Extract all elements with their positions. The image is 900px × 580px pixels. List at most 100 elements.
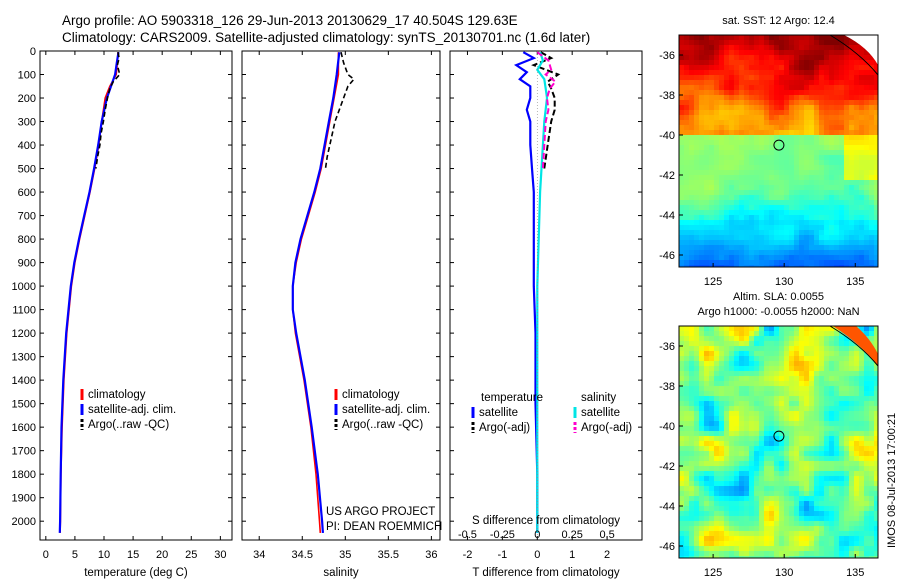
map-cell <box>809 230 814 235</box>
map-cell <box>794 331 799 336</box>
map-cell <box>754 331 759 336</box>
map-cell <box>784 120 789 125</box>
map-cell <box>864 245 869 250</box>
map-cell <box>749 526 754 531</box>
map-cell <box>849 396 854 401</box>
map-cell <box>794 125 799 130</box>
map-cell <box>769 506 774 511</box>
map-cell <box>719 260 724 265</box>
map-cell <box>684 411 689 416</box>
map-cell <box>844 511 849 516</box>
map-cell <box>729 401 734 406</box>
map-cell <box>869 120 874 125</box>
map-cell <box>774 436 779 441</box>
map-cell <box>809 471 814 476</box>
map-cell <box>864 376 869 381</box>
map-cell <box>754 396 759 401</box>
map-cell <box>759 245 764 250</box>
map-cell <box>849 220 854 225</box>
map-cell <box>789 165 794 170</box>
map-cell <box>769 526 774 531</box>
map-cell <box>779 170 784 175</box>
map-cell <box>789 536 794 541</box>
map-cell <box>824 55 829 60</box>
map-cell <box>744 70 749 75</box>
map-cell <box>829 356 834 361</box>
map-cell <box>734 220 739 225</box>
map-cell <box>789 461 794 466</box>
map-cell <box>794 456 799 461</box>
map-cell <box>749 441 754 446</box>
map-cell <box>709 326 714 331</box>
map-cell <box>784 225 789 230</box>
map-cell <box>874 521 878 526</box>
map-cell <box>724 336 729 341</box>
map-cell <box>739 426 744 431</box>
map-cell <box>759 476 764 481</box>
map-cell <box>759 130 764 135</box>
map-cell <box>834 110 839 115</box>
map-cell <box>869 441 874 446</box>
map-cell <box>779 461 784 466</box>
map-cell <box>699 110 704 115</box>
map-cell <box>709 250 714 255</box>
map-cell <box>869 366 874 371</box>
map-cell <box>759 210 764 215</box>
map-cell <box>844 391 849 396</box>
map-cell <box>869 230 874 235</box>
map-cell <box>764 336 769 341</box>
map-cell <box>774 331 779 336</box>
map-cell <box>744 90 749 95</box>
map-cell <box>839 65 844 70</box>
map-cell <box>784 100 789 105</box>
map-cell <box>809 406 814 411</box>
map-cell <box>699 60 704 65</box>
map-cell <box>844 446 849 451</box>
map-cell <box>854 456 859 461</box>
map-cell <box>844 240 849 245</box>
map-cell <box>759 541 764 546</box>
map-cell <box>849 115 854 120</box>
map-cell <box>739 331 744 336</box>
map-cell <box>819 155 824 160</box>
map-cell <box>824 125 829 130</box>
map-cell <box>684 456 689 461</box>
map-cell <box>859 175 864 180</box>
map-cell <box>764 486 769 491</box>
map-cell <box>804 200 809 205</box>
map-cell <box>769 205 774 210</box>
map-cell <box>734 115 739 120</box>
map-cell <box>869 416 874 421</box>
map-cell <box>849 180 854 185</box>
map-cell <box>684 336 689 341</box>
map-cell <box>714 441 719 446</box>
map-cell <box>839 531 844 536</box>
map-cell <box>829 75 834 80</box>
map-cell <box>719 431 724 436</box>
map-cell <box>774 230 779 235</box>
map-cell <box>729 85 734 90</box>
map-cell <box>779 225 784 230</box>
map-cell <box>744 541 749 546</box>
map-cell <box>694 526 699 531</box>
map-cell <box>774 225 779 230</box>
map-cell <box>804 421 809 426</box>
map-cell <box>819 230 824 235</box>
map-cell <box>734 356 739 361</box>
map-cell <box>794 85 799 90</box>
map-cell <box>789 336 794 341</box>
map-cell <box>799 140 804 145</box>
map-cell <box>834 461 839 466</box>
map-cell <box>749 381 754 386</box>
map-cell <box>824 531 829 536</box>
map-cell <box>749 140 754 145</box>
map-cell <box>829 451 834 456</box>
map-cell <box>819 496 824 501</box>
map-cell <box>814 391 819 396</box>
map-cell <box>874 416 878 421</box>
map-cell <box>679 180 684 185</box>
map-cell <box>774 356 779 361</box>
map-cell <box>829 401 834 406</box>
map-cell <box>834 35 839 40</box>
map-cell <box>699 331 704 336</box>
